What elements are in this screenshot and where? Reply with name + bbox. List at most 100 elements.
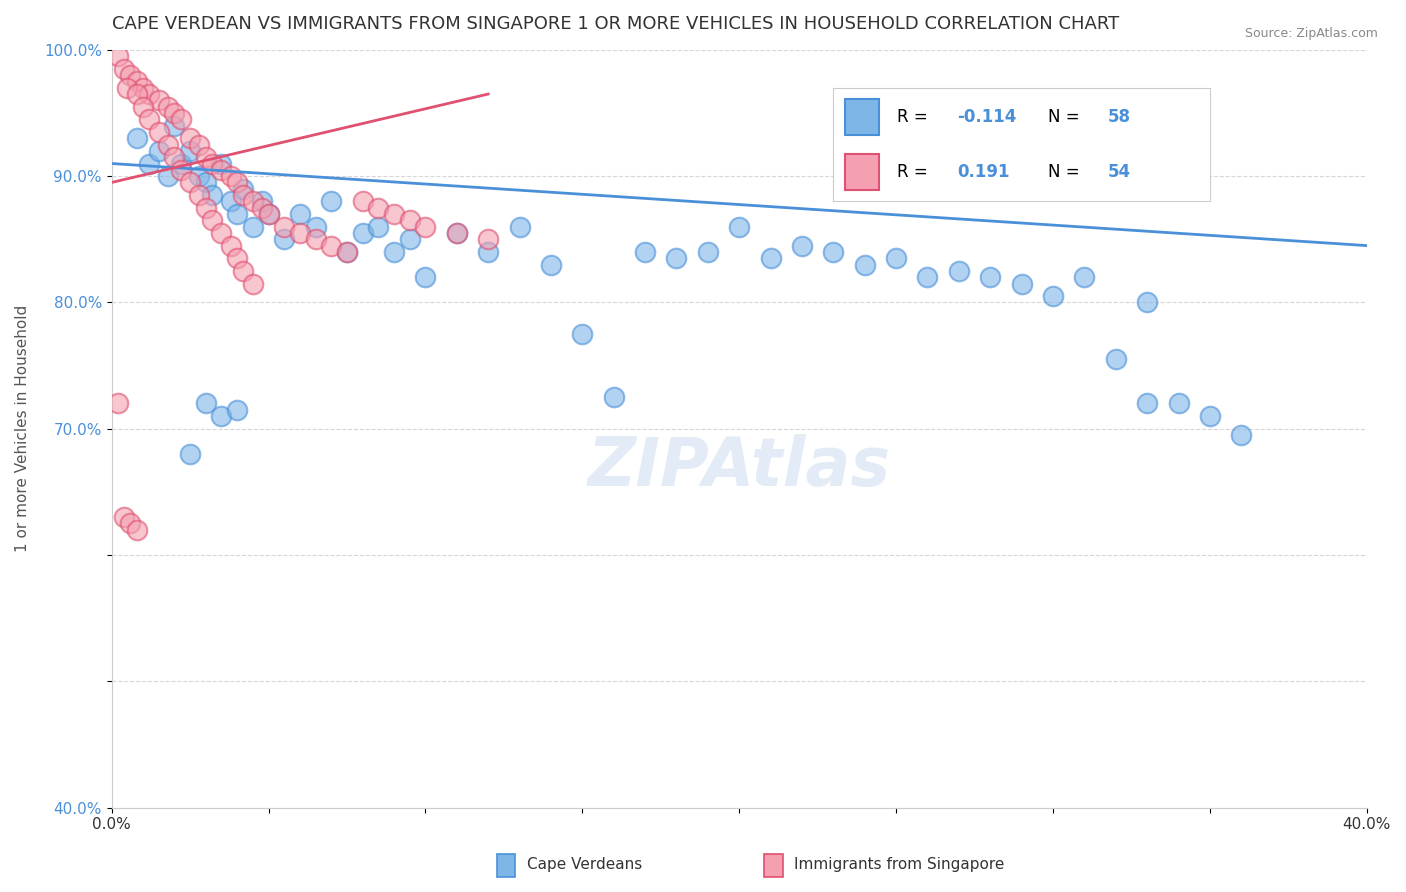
Point — [288, 226, 311, 240]
Point — [188, 137, 211, 152]
Point — [1136, 396, 1159, 410]
Text: ZIPAtlas: ZIPAtlas — [588, 434, 891, 500]
Point — [917, 270, 939, 285]
Point — [884, 252, 907, 266]
Point — [226, 207, 249, 221]
Point — [321, 194, 343, 209]
Point — [321, 238, 343, 252]
Point — [226, 252, 249, 266]
Point — [179, 131, 201, 145]
Point — [540, 258, 562, 272]
Point — [257, 207, 280, 221]
Point — [125, 131, 148, 145]
Point — [367, 219, 389, 234]
Point — [179, 144, 201, 158]
Point — [120, 516, 142, 531]
Point — [1105, 352, 1128, 367]
Point — [117, 80, 139, 95]
Point — [1167, 396, 1189, 410]
Point — [1230, 428, 1253, 442]
Point — [194, 150, 217, 164]
Point — [148, 144, 170, 158]
Point — [209, 162, 232, 177]
Point — [138, 87, 160, 101]
Point — [194, 176, 217, 190]
Point — [188, 188, 211, 202]
Point — [163, 119, 186, 133]
Point — [107, 49, 129, 63]
Point — [232, 182, 254, 196]
Point — [477, 232, 499, 246]
Point — [415, 270, 437, 285]
Point — [219, 169, 242, 183]
Point — [382, 207, 405, 221]
Text: Immigrants from Singapore: Immigrants from Singapore — [794, 857, 1005, 872]
Point — [1042, 289, 1064, 303]
Point — [415, 219, 437, 234]
Point — [179, 447, 201, 461]
Point — [138, 112, 160, 127]
Point — [107, 396, 129, 410]
Point — [696, 244, 718, 259]
Point — [169, 112, 191, 127]
Point — [125, 74, 148, 88]
Point — [232, 188, 254, 202]
Point — [398, 232, 420, 246]
Point — [112, 510, 135, 524]
Point — [446, 226, 468, 240]
Point — [209, 409, 232, 424]
Point — [132, 80, 155, 95]
Point — [157, 137, 180, 152]
Point — [219, 194, 242, 209]
Point — [219, 238, 242, 252]
Point — [169, 162, 191, 177]
Point — [194, 396, 217, 410]
Text: Source: ZipAtlas.com: Source: ZipAtlas.com — [1244, 27, 1378, 40]
Point — [148, 125, 170, 139]
Point — [201, 156, 224, 170]
Point — [179, 176, 201, 190]
Point — [602, 390, 624, 404]
Point — [352, 226, 374, 240]
Point — [509, 219, 531, 234]
Point — [257, 207, 280, 221]
Point — [226, 402, 249, 417]
Point — [232, 264, 254, 278]
Point — [665, 252, 688, 266]
Point — [252, 201, 274, 215]
Point — [288, 207, 311, 221]
Point — [446, 226, 468, 240]
Point — [125, 523, 148, 537]
Point — [120, 68, 142, 82]
Point — [477, 244, 499, 259]
Point — [352, 194, 374, 209]
Point — [132, 100, 155, 114]
Point — [634, 244, 657, 259]
Point — [367, 201, 389, 215]
Point — [125, 87, 148, 101]
Y-axis label: 1 or more Vehicles in Household: 1 or more Vehicles in Household — [15, 305, 30, 552]
Point — [853, 258, 876, 272]
Point — [336, 244, 359, 259]
Point — [728, 219, 751, 234]
Text: Cape Verdeans: Cape Verdeans — [527, 857, 643, 872]
Point — [398, 213, 420, 227]
Point — [336, 244, 359, 259]
Point — [209, 226, 232, 240]
Point — [201, 188, 224, 202]
Point — [169, 156, 191, 170]
Point — [242, 277, 264, 291]
Point — [273, 232, 295, 246]
Point — [194, 201, 217, 215]
Text: CAPE VERDEAN VS IMMIGRANTS FROM SINGAPORE 1 OR MORE VEHICLES IN HOUSEHOLD CORREL: CAPE VERDEAN VS IMMIGRANTS FROM SINGAPOR… — [111, 15, 1119, 33]
Point — [138, 156, 160, 170]
Point — [273, 219, 295, 234]
Point — [163, 106, 186, 120]
Point — [157, 169, 180, 183]
Point — [948, 264, 970, 278]
Point — [382, 244, 405, 259]
Point — [1073, 270, 1095, 285]
Point — [163, 150, 186, 164]
Point — [823, 244, 845, 259]
Point — [790, 238, 813, 252]
